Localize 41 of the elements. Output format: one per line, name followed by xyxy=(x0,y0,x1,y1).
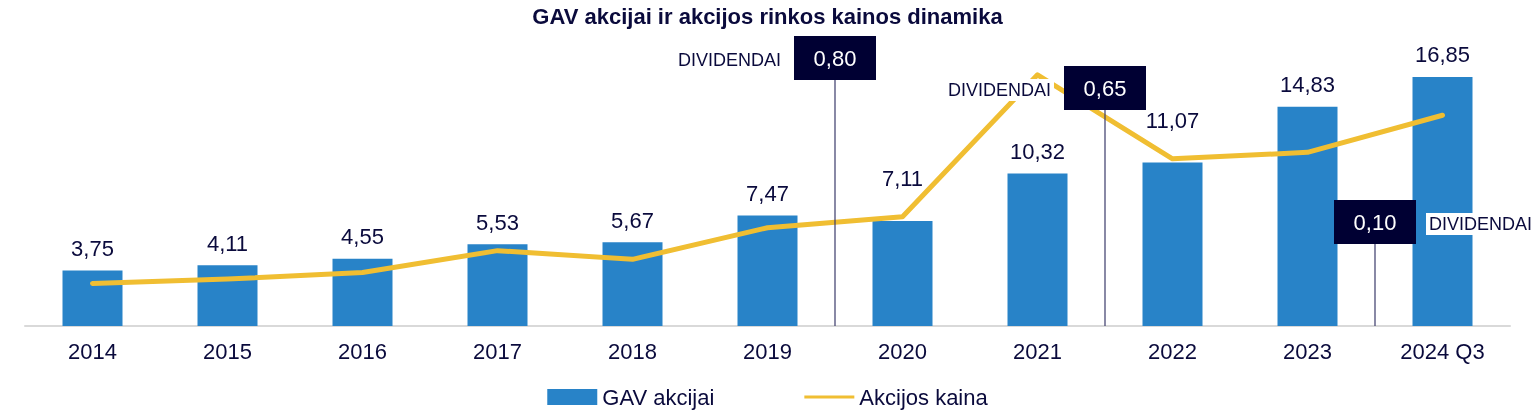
x-tick-label: 2015 xyxy=(203,338,252,364)
x-tick-label: 2022 xyxy=(1148,338,1197,364)
bar xyxy=(197,265,258,326)
data-label: 3,75 xyxy=(71,236,114,262)
bar xyxy=(872,220,933,326)
data-label: 7,47 xyxy=(746,181,789,207)
bar xyxy=(1007,173,1068,326)
x-tick-label: 2017 xyxy=(473,338,522,364)
annotation: 0,10 xyxy=(1353,209,1397,235)
legend-label: GAV akcijai xyxy=(602,384,715,410)
annotation: DIVIDENDAI xyxy=(1429,214,1533,234)
x-tick-label: 2023 xyxy=(1283,338,1332,364)
data-label: 5,53 xyxy=(476,209,519,235)
legend-label: Akcijos kaina xyxy=(859,384,989,410)
annotation: DIVIDENDAI xyxy=(947,80,1051,100)
bar xyxy=(62,270,123,326)
data-label: 16,85 xyxy=(1414,42,1471,68)
chart-title: GAV akcijai ir akcijos rinkos kainos dinamika xyxy=(532,3,1004,29)
x-tick-label: 2021 xyxy=(1013,338,1062,364)
bar xyxy=(602,242,663,326)
annotation: 0,65 xyxy=(1083,75,1127,101)
data-label: 4,11 xyxy=(206,230,249,256)
bar xyxy=(467,244,528,326)
bar xyxy=(1142,162,1203,326)
bar xyxy=(332,258,393,326)
x-tick-label: 2020 xyxy=(878,338,927,364)
text: DIVIDENDAI xyxy=(677,50,781,70)
x-tick-label: 2024 Q3 xyxy=(1400,338,1485,364)
data-label: 11,07 xyxy=(1145,107,1200,133)
x-tick-label: 2018 xyxy=(608,338,657,364)
bar xyxy=(1277,106,1338,326)
x-tick-label: 2016 xyxy=(338,338,387,364)
data-label: 14,83 xyxy=(1279,72,1336,98)
data-label: 7,11 xyxy=(881,166,924,192)
text: 0,80 xyxy=(813,45,857,71)
bar xyxy=(737,215,798,326)
data-label: 4,55 xyxy=(341,224,384,250)
x-tick-label: 2014 xyxy=(68,338,117,364)
x-tick-label: 2019 xyxy=(743,338,792,364)
data-label: 10,32 xyxy=(1009,138,1066,164)
data-label: 5,67 xyxy=(611,207,654,233)
